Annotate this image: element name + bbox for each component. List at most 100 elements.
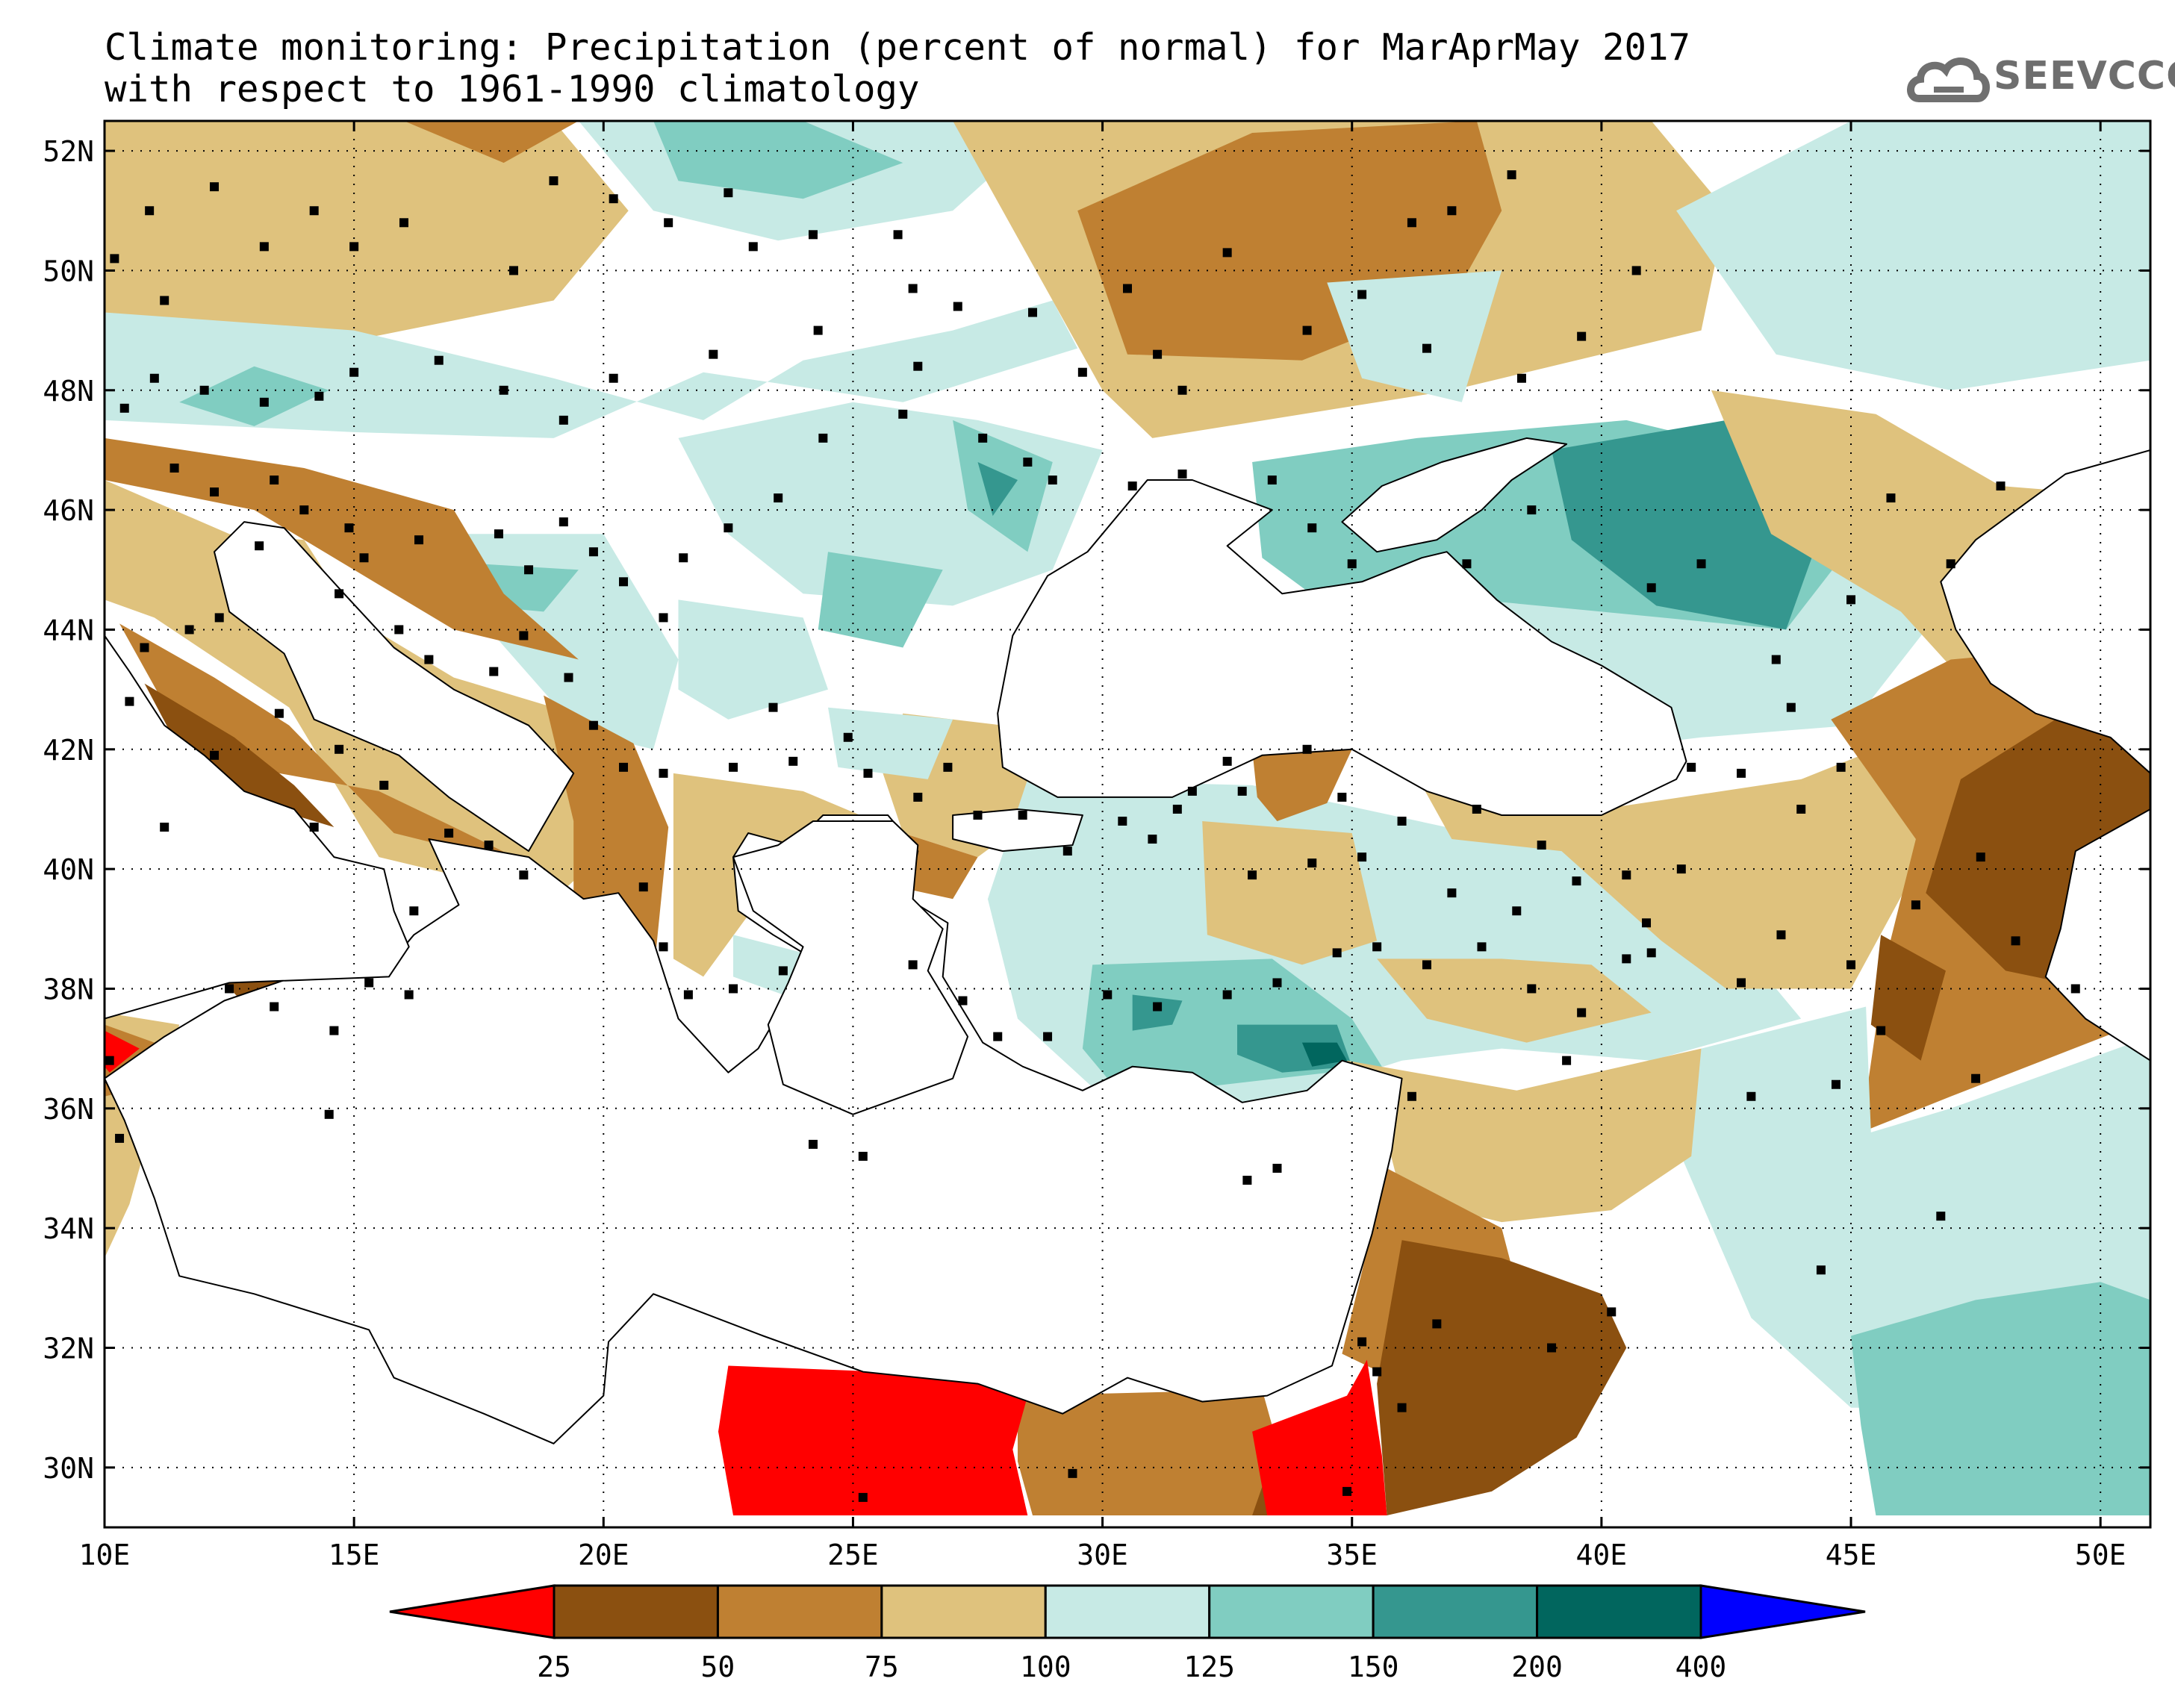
station-marker [1222,990,1232,1000]
colorbar-bin-low [389,1584,556,1639]
station-marker [1507,170,1516,180]
station-marker [729,984,738,994]
station-marker [1397,1403,1407,1412]
precip-region [733,935,803,995]
station-marker [1631,266,1641,275]
station-marker [509,266,518,275]
map-title-line-1: Climate monitoring: Precipitation (perce… [105,26,1691,69]
station-marker [199,385,209,395]
station-marker [768,702,778,712]
station-marker [210,750,220,760]
precip-region [828,707,953,779]
station-marker [1103,990,1113,1000]
station-marker [524,565,534,575]
caspian-sea [1940,449,2150,1062]
station-marker [1307,523,1317,533]
station-marker [638,882,648,892]
precip-region [718,1365,1033,1515]
station-marker [818,433,828,443]
station-marker [978,433,988,443]
station-marker [2070,984,2080,994]
lon-tick-label: 30E [1077,1539,1128,1571]
mediterranean-sea [105,814,1403,1444]
station-marker [1267,476,1277,485]
station-marker [1946,559,1955,569]
station-marker [1527,505,1537,515]
station-marker [1512,906,1522,916]
lon-tick-label: 40E [1576,1539,1628,1571]
station-marker [409,906,419,916]
precip-region [1870,935,1946,1061]
station-marker [1372,1367,1382,1377]
station-marker [1422,343,1431,353]
precip-region [1301,1042,1347,1067]
station-marker [140,643,149,652]
station-marker [1646,583,1656,593]
colorbar-label: 200 [1511,1651,1563,1683]
station-marker [1577,331,1587,341]
station-marker [434,355,444,365]
station-marker [908,284,918,293]
lat-tick-label: 52N [43,135,94,168]
station-marker [255,541,264,551]
station-marker [1023,457,1033,467]
station-marker [549,176,558,186]
marmara-sea [952,808,1083,853]
lon-tick-label: 45E [1826,1539,1877,1571]
station-marker [843,732,853,742]
colorbar-bin [1536,1584,1702,1639]
station-marker [364,978,374,988]
station-marker [1642,918,1652,928]
station-marker [399,218,408,228]
station-marker [619,762,629,772]
station-marker [1976,853,1985,862]
station-marker [893,230,903,240]
station-marker [489,667,499,676]
station-marker [953,302,962,311]
station-marker [774,493,783,503]
station-marker [110,254,119,264]
map-title-line-2: with respect to 1961-1990 climatology [105,68,920,110]
station-marker [299,505,309,515]
colorbar: 25 50 75 100 125 150 200 400 [389,1584,1866,1683]
station-marker [1737,768,1746,778]
lat-tick-label: 36N [43,1093,94,1126]
station-marker [105,1056,114,1065]
station-marker [1118,816,1127,826]
station-marker [145,206,155,216]
lon-tick-label: 15E [329,1539,380,1571]
station-marker [210,182,220,192]
station-marker [1562,1056,1572,1065]
lat-tick-label: 46N [43,494,94,527]
station-marker [1971,1073,1981,1083]
precip-region [977,462,1018,517]
precip-region [404,121,579,163]
precip-region [1851,1282,2150,1515]
precip-region [105,437,579,660]
precip-region [1377,1240,1627,1515]
station-marker [344,523,354,533]
station-marker [609,373,618,383]
lat-tick-label: 48N [43,375,94,408]
station-marker [1302,325,1312,335]
station-marker [444,829,454,838]
station-marker [813,325,823,335]
station-marker [1407,1091,1416,1101]
station-marker [184,625,194,635]
station-marker [1676,864,1686,874]
station-marker [1447,206,1457,216]
station-marker [1272,1163,1282,1173]
station-marker [1472,804,1481,814]
lat-tick-label: 50N [43,255,94,287]
colorbar-label: 50 [701,1651,735,1683]
colorbar-bin [1044,1584,1211,1639]
station-marker [270,476,279,485]
colorbar-label: 150 [1348,1651,1399,1683]
station-marker [1172,804,1182,814]
station-marker [558,415,568,425]
colorbar-label: 100 [1020,1651,1071,1683]
station-marker [1028,308,1038,317]
precip-region [1327,270,1502,402]
station-marker [1577,1008,1587,1017]
colorbar-bin [553,1584,719,1639]
